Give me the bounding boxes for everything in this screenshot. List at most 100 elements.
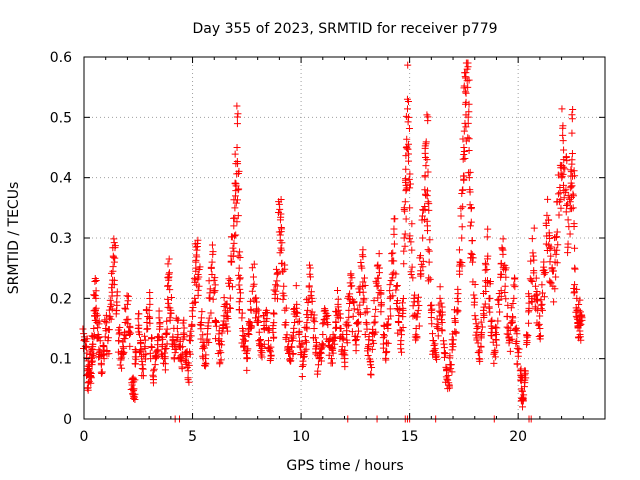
data-point [576, 333, 584, 341]
data-point [491, 353, 499, 361]
data-point [453, 294, 461, 302]
x-axis-label: GPS time / hours [286, 458, 403, 474]
data-point [446, 354, 454, 362]
data-point [464, 134, 472, 142]
data-point [314, 367, 322, 375]
data-point [466, 201, 474, 209]
data-point [227, 258, 235, 266]
data-point [87, 379, 95, 387]
data-point [149, 379, 157, 387]
data-point [148, 334, 156, 342]
data-point [371, 318, 379, 326]
data-point [389, 274, 397, 282]
data-point [575, 301, 583, 309]
data-point [408, 246, 416, 254]
data-point [451, 317, 459, 325]
data-point [401, 198, 409, 206]
data-point [233, 113, 241, 121]
data-point [485, 295, 493, 303]
data-point [480, 314, 488, 322]
data-point [485, 303, 493, 311]
data-point [141, 332, 149, 340]
data-point [146, 313, 154, 321]
data-point [85, 377, 93, 385]
data-point [433, 323, 441, 331]
data-point [511, 283, 519, 291]
data-point [185, 336, 193, 344]
data-point [334, 303, 342, 311]
data-point [546, 245, 554, 253]
data-point [559, 137, 567, 145]
data-point [460, 144, 468, 151]
data-point [233, 196, 241, 204]
data-point [537, 305, 545, 313]
data-point [278, 246, 286, 254]
data-point [339, 335, 347, 343]
data-point [235, 298, 243, 306]
data-point [88, 353, 96, 361]
data-point [135, 330, 143, 338]
data-point [361, 331, 369, 339]
data-point [394, 317, 402, 325]
data-point [153, 353, 161, 361]
data-point [430, 342, 438, 350]
data-point [236, 275, 244, 283]
data-point [524, 332, 532, 340]
data-point [368, 364, 376, 372]
data-point [443, 375, 451, 383]
data-point [83, 335, 91, 343]
data-point [532, 282, 540, 290]
data-point [503, 330, 511, 338]
data-point [111, 242, 119, 250]
data-point [279, 295, 287, 303]
data-point [257, 341, 265, 349]
data-point [403, 105, 411, 113]
data-point [578, 311, 586, 319]
data-point [358, 251, 366, 259]
data-point [236, 274, 244, 282]
data-point [425, 258, 433, 266]
data-point [377, 308, 385, 316]
data-point [210, 276, 218, 284]
data-point [393, 282, 401, 290]
data-point [573, 285, 581, 293]
data-point [429, 350, 437, 358]
data-point [525, 319, 533, 327]
data-point [454, 290, 462, 298]
data-point [244, 345, 252, 353]
data-point [359, 246, 367, 254]
data-point [251, 294, 259, 302]
data-point [428, 309, 436, 317]
data-point [576, 327, 584, 335]
data-point [201, 362, 209, 370]
data-point [165, 269, 173, 277]
data-point [245, 318, 253, 325]
data-point [451, 328, 459, 336]
data-point [404, 150, 412, 158]
data-point [184, 367, 192, 375]
data-point [265, 337, 273, 345]
data-point [139, 372, 147, 380]
data-point [334, 295, 342, 303]
data-point [459, 203, 467, 211]
data-point [538, 306, 546, 314]
data-point [185, 361, 193, 369]
data-point [407, 238, 415, 246]
data-point [205, 314, 213, 322]
data-point [197, 321, 205, 329]
data-point [460, 148, 468, 156]
data-point [374, 261, 382, 269]
data-point [115, 330, 123, 338]
data-point [361, 274, 369, 282]
data-point [216, 347, 224, 355]
data-point [535, 320, 543, 328]
data-point [458, 258, 466, 266]
data-point [103, 319, 111, 327]
data-point [528, 297, 536, 305]
data-point [521, 371, 529, 379]
data-point [373, 282, 381, 290]
data-point [247, 322, 255, 330]
data-point [261, 309, 269, 317]
data-point [231, 232, 239, 240]
data-point [425, 247, 433, 255]
